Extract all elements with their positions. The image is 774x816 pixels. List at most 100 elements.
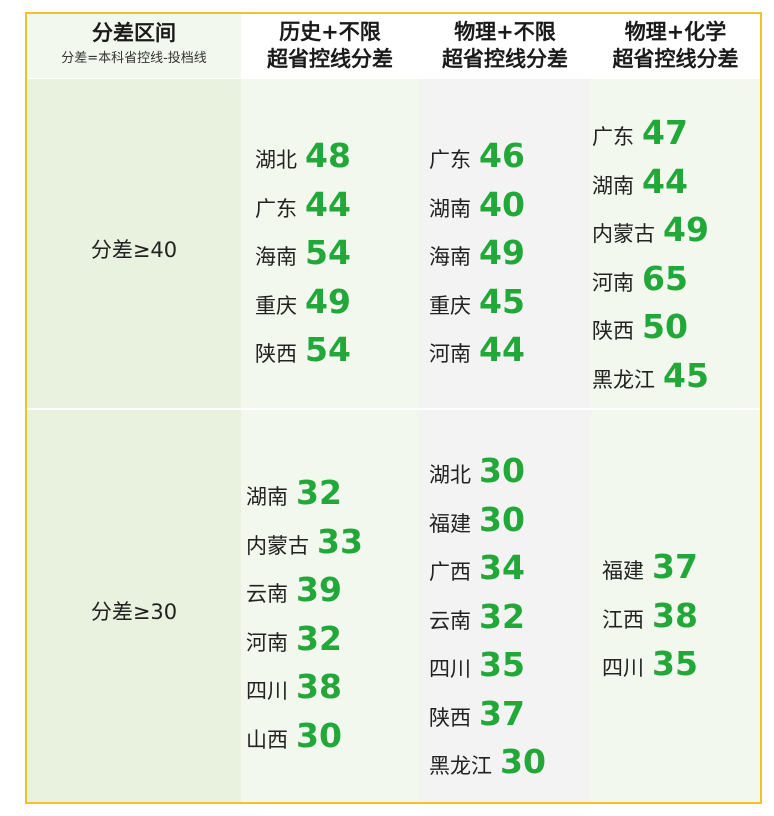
table-entry: 四川 35	[429, 645, 525, 684]
table-entry: 四川 35	[602, 644, 698, 683]
score-gap-value: 32	[296, 473, 342, 512]
row-divider	[27, 408, 760, 410]
score-gap-value: 37	[652, 547, 698, 586]
province-name: 陕西	[429, 705, 471, 730]
table-entry: 广东 46	[429, 136, 525, 175]
province-name: 广东	[429, 148, 471, 172]
table-entry: 重庆 45	[429, 282, 525, 321]
header-history: 历史+不限 超省控线分差	[241, 14, 419, 78]
score-gap-value: 44	[642, 161, 688, 201]
table-entry: 陕西 37	[429, 694, 525, 733]
province-name: 湖南	[592, 173, 634, 198]
table-entry: 云南 32	[429, 597, 525, 636]
province-name: 四川	[429, 657, 471, 681]
score-gap-value: 38	[296, 667, 342, 706]
province-name: 福建	[602, 559, 644, 583]
table-entry: 广东 44	[255, 185, 351, 224]
table-entry: 内蒙古 33	[246, 522, 363, 561]
header-physics-chem-line2: 超省控线分差	[612, 47, 739, 71]
score-gap-value: 50	[642, 307, 688, 346]
score-gap-value: 46	[479, 136, 525, 175]
score-gap-value: 49	[305, 281, 351, 321]
province-name: 陕西	[592, 319, 634, 343]
score-gap-value: 30	[500, 742, 546, 781]
province-name: 内蒙古	[246, 533, 309, 558]
score-gap-value: 35	[479, 645, 525, 684]
header-physics: 物理+不限 超省控线分差	[419, 14, 591, 78]
province-name: 重庆	[255, 293, 297, 318]
score-gap-value: 44	[305, 184, 351, 224]
table-entry: 湖南 44	[592, 162, 688, 201]
table-entry: 湖南 40	[429, 185, 525, 224]
header-range: 分差区间 分差=本科省控线-投档线	[27, 14, 241, 78]
row-label-30: 分差≥30	[90, 600, 178, 624]
table-entry: 福建 30	[429, 500, 525, 539]
province-name: 江西	[602, 607, 644, 632]
table-entry: 江西 38	[602, 596, 698, 635]
score-gap-value: 44	[479, 330, 525, 369]
row-label-40: 分差≥40	[90, 238, 178, 262]
province-name: 海南	[429, 245, 471, 269]
province-name: 四川	[246, 679, 288, 703]
province-name: 云南	[429, 608, 471, 633]
table-entry: 云南 39	[246, 570, 342, 609]
province-name: 云南	[246, 582, 288, 606]
province-name: 山西	[246, 727, 288, 752]
province-name: 河南	[592, 270, 634, 295]
score-gap-value: 40	[479, 184, 525, 224]
province-name: 湖北	[255, 148, 297, 172]
province-name: 河南	[429, 342, 471, 366]
table-entry: 四川 38	[246, 667, 342, 706]
table-entry: 湖北 48	[255, 136, 351, 175]
header-physics-chem-line1: 物理+化学	[624, 20, 727, 44]
score-gap-value: 35	[652, 644, 698, 683]
province-name: 湖南	[246, 485, 288, 509]
table-entry: 广西 34	[429, 548, 525, 587]
table-entry: 河南 44	[429, 330, 525, 369]
table-entry: 河南 32	[246, 619, 342, 658]
header-range-title: 分差区间	[92, 21, 176, 45]
province-name: 黑龙江	[429, 754, 492, 778]
province-name: 重庆	[429, 293, 471, 318]
header-physics-line2: 超省控线分差	[442, 47, 568, 71]
score-gap-value: 54	[305, 233, 351, 272]
score-gap-value: 37	[479, 693, 525, 733]
table-entry: 陕西 50	[592, 307, 688, 346]
score-gap-value: 32	[296, 618, 342, 658]
header-physics-line1: 物理+不限	[454, 20, 556, 44]
score-gap-value: 38	[652, 595, 698, 635]
score-gap-value: 48	[305, 136, 351, 175]
province-name: 内蒙古	[592, 222, 655, 246]
province-name: 陕西	[255, 342, 297, 366]
score-gap-value: 30	[479, 451, 525, 490]
province-name: 湖南	[429, 196, 471, 221]
score-gap-value: 34	[479, 548, 525, 587]
table-entry: 河南 65	[592, 259, 688, 298]
table-entry: 陕西 54	[255, 330, 351, 369]
province-name: 广西	[429, 560, 471, 584]
score-gap-value: 33	[317, 521, 363, 561]
table-entry: 湖北 30	[429, 451, 525, 490]
table-entry: 海南 54	[255, 233, 351, 272]
table-entry: 广东 47	[592, 113, 688, 152]
table-entry: 黑龙江 45	[592, 356, 709, 395]
score-gap-value: 39	[296, 570, 342, 609]
table-header: 分差区间 分差=本科省控线-投档线 历史+不限 超省控线分差 物理+不限 超省控…	[27, 14, 760, 79]
header-range-subtitle: 分差=本科省控线-投档线	[61, 51, 207, 66]
province-name: 河南	[246, 630, 288, 655]
province-name: 福建	[429, 511, 471, 536]
score-gap-table: 分差区间 分差=本科省控线-投档线 历史+不限 超省控线分差 物理+不限 超省控…	[25, 12, 762, 804]
province-name: 广东	[592, 125, 634, 149]
table-entry: 山西 30	[246, 716, 342, 755]
header-history-line2: 超省控线分差	[267, 47, 393, 71]
table-entry: 黑龙江 30	[429, 742, 546, 781]
score-gap-value: 54	[305, 330, 351, 369]
score-gap-value: 30	[296, 715, 342, 755]
score-gap-value: 49	[479, 233, 525, 272]
province-name: 海南	[255, 245, 297, 269]
table-entry: 福建 37	[602, 547, 698, 586]
score-gap-value: 47	[642, 113, 688, 152]
province-name: 广东	[255, 196, 297, 221]
table-entry: 重庆 49	[255, 282, 351, 321]
province-name: 黑龙江	[592, 367, 655, 392]
